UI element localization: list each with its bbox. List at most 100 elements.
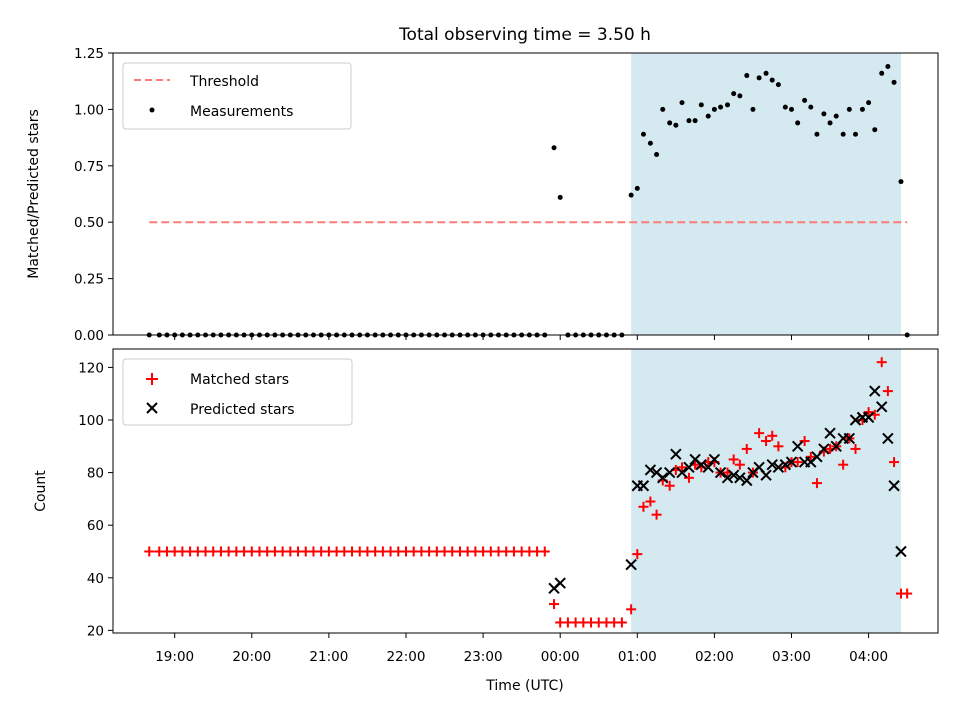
- x-tick-label: 20:00: [232, 649, 271, 665]
- matched-point: [616, 617, 627, 628]
- measurement-point: [634, 185, 640, 191]
- top-x-axis: [174, 335, 870, 340]
- y-tick-label: 0.25: [74, 272, 104, 288]
- y-tick-label: 0.75: [74, 159, 104, 175]
- measurement-point: [763, 70, 769, 76]
- top-observing-window: [631, 53, 901, 335]
- x-tick-label: 23:00: [464, 649, 503, 665]
- measurement-point: [686, 118, 692, 124]
- measurement-point: [640, 131, 646, 137]
- measurement-point: [718, 104, 724, 110]
- measurement-point: [673, 122, 679, 128]
- bottom-panel: 20 40 60 80 100 120 19:00 20:00 21:00 22:00 23:00…: [33, 348, 939, 694]
- x-tick-label: 04:00: [849, 649, 888, 665]
- measurement-point: [866, 100, 872, 106]
- bottom-observing-window: [631, 349, 901, 633]
- predicted-point: [695, 458, 708, 471]
- measurement-point: [660, 106, 666, 112]
- matched-point: [863, 407, 874, 418]
- matched-point: [645, 496, 656, 507]
- y-tick-label: 40: [87, 571, 104, 587]
- bottom-legend: Matched stars Predicted stars: [122, 358, 353, 426]
- top-legend-frame: [122, 62, 352, 130]
- measurement-point: [859, 106, 865, 112]
- matched-point: [761, 436, 772, 447]
- bottom-y-axis-label: Count: [33, 470, 49, 512]
- predicted-point: [663, 466, 676, 479]
- measurement-point: [647, 140, 653, 146]
- measurement-point: [769, 77, 775, 83]
- measurement-point: [885, 64, 891, 70]
- predicted-point: [708, 453, 721, 466]
- predicted-point: [760, 469, 772, 481]
- measurement-point: [731, 91, 737, 97]
- measurement-point: [744, 73, 750, 79]
- predicted-point: [721, 472, 734, 484]
- measurement-point: [879, 70, 885, 76]
- chart-title: Total observing time = 3.50 h: [398, 25, 651, 45]
- x-tick-label: 19:00: [155, 649, 194, 665]
- matched-point: [882, 386, 893, 397]
- measurement-point: [872, 127, 878, 133]
- matched-point: [683, 472, 694, 483]
- bottom-legend-frame: [122, 358, 353, 426]
- y-tick-label: 100: [78, 413, 104, 429]
- measurement-point: [891, 79, 897, 85]
- matched-point: [754, 428, 765, 439]
- x-tick-label: 21:00: [309, 649, 348, 665]
- measurement-point: [679, 100, 685, 106]
- measurement-point: [756, 75, 762, 81]
- matched-point: [805, 451, 816, 462]
- predicted-point: [818, 443, 830, 455]
- bottom-y-axis: 20 40 60 80 100 120: [78, 360, 113, 639]
- measurement-point: [725, 102, 731, 108]
- predicted-point: [779, 458, 792, 471]
- predicted-point: [637, 480, 650, 492]
- predicted-point: [766, 458, 778, 471]
- predicted-point: [843, 432, 856, 445]
- y-tick-label: 80: [87, 466, 104, 482]
- measurement-point: [711, 106, 717, 112]
- predicted-point: [734, 472, 746, 484]
- matched-point: [773, 441, 784, 452]
- predicted-point: [862, 411, 875, 424]
- measurement-point: [853, 131, 858, 137]
- measurement-point: [833, 113, 839, 119]
- legend-label-matched: Matched stars: [190, 372, 289, 388]
- top-axes-frame: [112, 52, 939, 336]
- measurement-point: [737, 93, 743, 99]
- predicted-point: [702, 461, 714, 474]
- predicted-point: [657, 472, 669, 484]
- matched-point: [767, 430, 778, 441]
- measurement-point: [898, 179, 904, 185]
- y-tick-label: 1.25: [74, 46, 104, 62]
- matched-point: [664, 480, 675, 491]
- predicted-point: [849, 414, 862, 426]
- x-tick-label: 01:00: [618, 649, 657, 665]
- measurement-point: [654, 152, 660, 158]
- matched-point: [626, 604, 637, 615]
- matched-point: [838, 459, 849, 470]
- legend-label-measurements: Measurements: [190, 104, 293, 120]
- measurement-point: [551, 145, 557, 151]
- x-axis-label: Time (UTC): [485, 678, 563, 694]
- bottom-x-axis: 19:00 20:00 21:00 22:00 23:00 00:00 01:00 02:00…: [155, 633, 888, 665]
- measurements-legend-swatch: [149, 107, 155, 113]
- predicted-point: [714, 466, 727, 479]
- measurement-point: [814, 131, 820, 137]
- measurement-point: [782, 104, 788, 110]
- predicted-point: [895, 545, 907, 558]
- measurement-point: [802, 97, 808, 103]
- measurement-point: [698, 102, 704, 108]
- measurement-point: [750, 106, 756, 112]
- matched-point: [677, 462, 688, 473]
- measurement-point: [827, 120, 833, 126]
- measurement-point: [808, 104, 814, 110]
- predicted-point: [670, 448, 682, 460]
- predicted-point: [791, 440, 804, 453]
- x-tick-label: 02:00: [695, 649, 734, 665]
- matched-point: [728, 454, 739, 465]
- predicted-point: [888, 480, 900, 492]
- matched-point: [876, 357, 887, 368]
- predicted-point: [882, 432, 894, 445]
